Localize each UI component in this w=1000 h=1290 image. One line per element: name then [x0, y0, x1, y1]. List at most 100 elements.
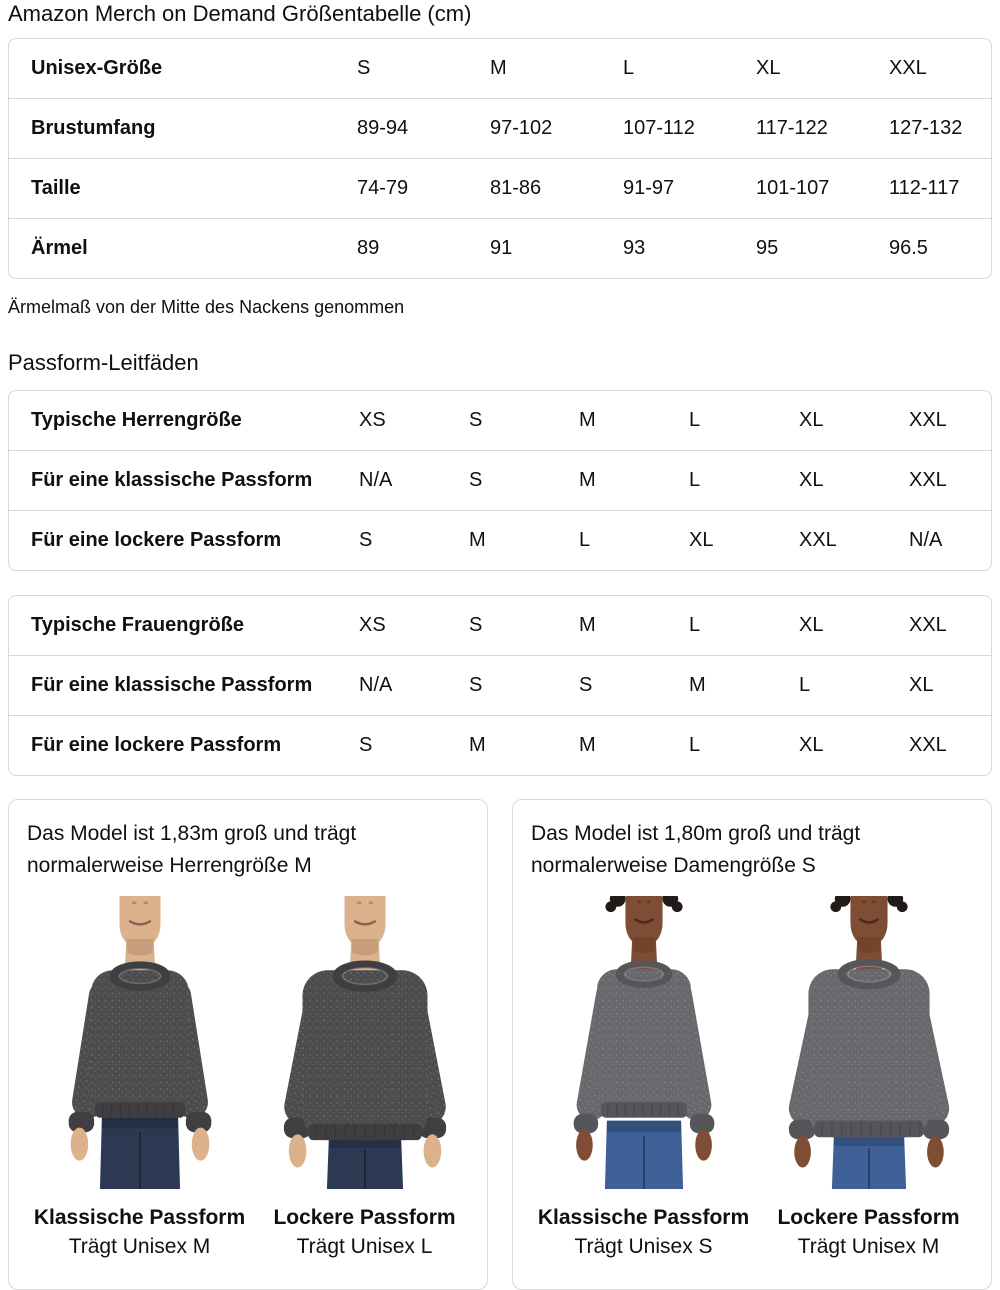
model-description: Das Model ist 1,83m groß und trägt norma…: [27, 822, 357, 877]
worn-size: Trägt Unisex M: [797, 1235, 940, 1258]
size-cell: S: [573, 655, 683, 716]
size-cell: N/A: [903, 510, 991, 570]
size-cell: 107-112: [617, 98, 750, 159]
size-cell: M: [579, 614, 596, 636]
size-cell: L: [683, 450, 793, 511]
size-cell: 93: [617, 218, 750, 278]
model-photo-loose-fit-male: [265, 896, 465, 1189]
size-cell: S: [469, 614, 483, 636]
row-label: Taille: [9, 158, 351, 219]
size-cell: XL: [756, 57, 781, 79]
size-cell: XXL: [903, 715, 991, 775]
size-cell: XL: [793, 715, 903, 775]
size-cell: M: [463, 510, 573, 570]
table-row: Unisex-Größe S M L XL XXL: [9, 39, 991, 99]
size-cell: S: [353, 715, 463, 775]
table-row: Brustumfang 89-94 97-102 107-112 117-122…: [9, 98, 991, 159]
size-cell: S: [353, 510, 463, 570]
page-title: Amazon Merch on Demand Größentabelle (cm…: [8, 1, 472, 26]
size-cell: M: [573, 715, 683, 775]
row-label: Unisex-Größe: [31, 57, 163, 79]
size-cell: M: [463, 715, 573, 775]
fit-name: Klassische Passform: [33, 1206, 246, 1229]
size-cell: L: [573, 510, 683, 570]
row-label: Typische Frauengröße: [31, 614, 245, 636]
row-label: Für eine lockere Passform: [9, 715, 353, 775]
row-label: Ärmel: [9, 218, 351, 278]
size-cell: 81-86: [484, 158, 617, 219]
fit-name: Klassische Passform: [537, 1206, 750, 1229]
size-cell: S: [463, 655, 573, 716]
row-label: Für eine klassische Passform: [9, 450, 353, 511]
fit-guides-heading: Passform-Leitfäden: [8, 350, 199, 375]
size-cell: 97-102: [484, 98, 617, 159]
fit-name: Lockere Passform: [273, 1206, 456, 1229]
size-cell: 127-132: [883, 98, 991, 159]
size-cell: N/A: [353, 450, 463, 511]
model-figure-classic-fit: Klassische Passform Trägt Unisex S: [531, 896, 756, 1263]
table-row: Taille 74-79 81-86 91-97 101-107 112-117: [9, 158, 991, 219]
table-row: Für eine klassische Passform N/A S M L X…: [9, 450, 991, 511]
model-card-women: Das Model ist 1,80m groß und trägt norma…: [512, 799, 992, 1290]
table-row: Typische Frauengröße XS S M L XL XXL: [9, 596, 991, 656]
mens-fit-table: Typische Herrengröße XS S M L XL XXL Für…: [8, 390, 992, 571]
table-row: Für eine lockere Passform S M L XL XXL N…: [9, 510, 991, 570]
unisex-size-table: Unisex-Größe S M L XL XXL Brustumfang 89…: [8, 38, 992, 279]
size-cell: XL: [799, 409, 824, 431]
size-cell: XS: [359, 614, 386, 636]
size-cell: M: [579, 409, 596, 431]
size-cell: XL: [903, 655, 991, 716]
size-cell: N/A: [353, 655, 463, 716]
size-cell: 89: [351, 218, 484, 278]
size-cell: 101-107: [750, 158, 883, 219]
size-cell: 91: [484, 218, 617, 278]
size-cell: L: [623, 57, 635, 79]
model-photo-classic-fit-female: [544, 896, 744, 1189]
size-cell: S: [469, 409, 483, 431]
size-cell: L: [689, 409, 701, 431]
model-figure-loose-fit: Lockere Passform Trägt Unisex M: [756, 896, 981, 1263]
size-cell: 91-97: [617, 158, 750, 219]
row-label: Typische Herrengröße: [31, 409, 242, 431]
size-cell: 112-117: [883, 158, 991, 219]
size-cell: 74-79: [351, 158, 484, 219]
sleeve-measure-note: Ärmelmaß von der Mitte des Nackens genom…: [8, 297, 405, 317]
size-cell: M: [490, 57, 507, 79]
row-label: Für eine lockere Passform: [9, 510, 353, 570]
size-cell: XL: [799, 614, 824, 636]
size-cell: L: [683, 715, 793, 775]
size-cell: 96.5: [883, 218, 991, 278]
table-row: Ärmel 89 91 93 95 96.5: [9, 218, 991, 278]
size-cell: L: [793, 655, 903, 716]
fit-name: Lockere Passform: [777, 1206, 960, 1229]
model-description: Das Model ist 1,80m groß und trägt norma…: [531, 822, 861, 877]
size-cell: S: [463, 450, 573, 511]
model-figure-classic-fit: Klassische Passform Trägt Unisex M: [27, 896, 252, 1263]
table-row: Für eine klassische Passform N/A S S M L…: [9, 655, 991, 716]
size-cell: M: [683, 655, 793, 716]
model-figure-loose-fit: Lockere Passform Trägt Unisex L: [252, 896, 477, 1263]
size-cell: XXL: [793, 510, 903, 570]
model-photo-classic-fit-male: [40, 896, 240, 1189]
table-row: Typische Herrengröße XS S M L XL XXL: [9, 391, 991, 451]
size-cell: 95: [750, 218, 883, 278]
size-cell: M: [573, 450, 683, 511]
worn-size: Trägt Unisex S: [574, 1235, 713, 1258]
model-photo-loose-fit-female: [769, 896, 969, 1189]
womens-fit-table: Typische Frauengröße XS S M L XL XXL Für…: [8, 595, 992, 776]
size-cell: S: [357, 57, 371, 79]
size-cell: XXL: [909, 614, 947, 636]
model-cards-row: Das Model ist 1,83m groß und trägt norma…: [8, 799, 992, 1290]
row-label: Brustumfang: [9, 98, 351, 159]
size-cell: L: [689, 614, 701, 636]
size-cell: 117-122: [750, 98, 883, 159]
size-cell: XL: [793, 450, 903, 511]
worn-size: Trägt Unisex L: [296, 1235, 433, 1258]
size-cell: XXL: [889, 57, 927, 79]
table-row: Für eine lockere Passform S M M L XL XXL: [9, 715, 991, 775]
size-cell: XXL: [909, 409, 947, 431]
model-card-men: Das Model ist 1,83m groß und trägt norma…: [8, 799, 488, 1290]
row-label: Für eine klassische Passform: [9, 655, 353, 716]
size-cell: 89-94: [351, 98, 484, 159]
